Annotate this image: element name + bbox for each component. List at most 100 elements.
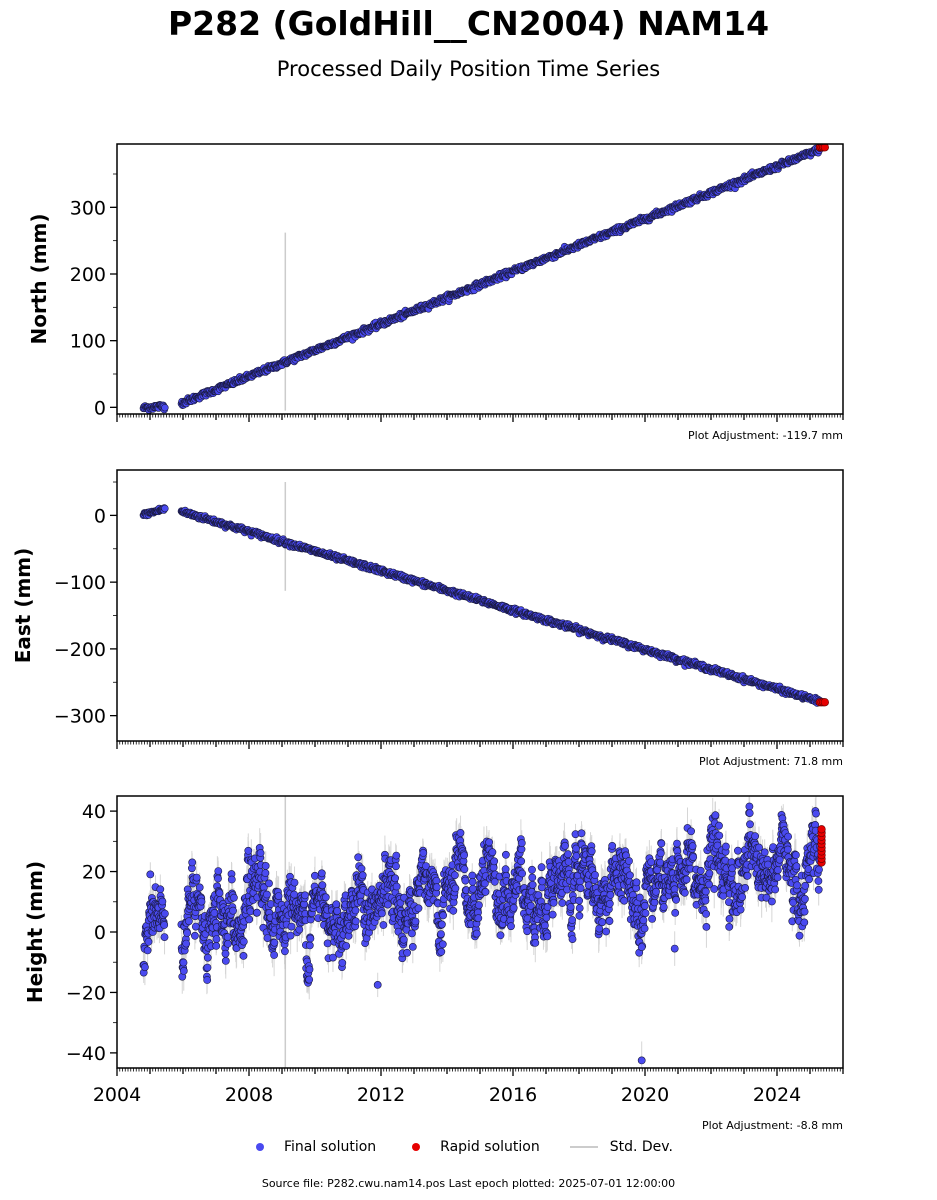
final-point: [558, 899, 567, 907]
final-point: [191, 922, 200, 931]
final-point: [575, 904, 584, 912]
panel-2: 0 −100 −200 −300 East (mm) Plot Adjustment: 7…: [11, 469, 844, 768]
final-point: [656, 849, 665, 858]
final-point: [647, 858, 656, 866]
final-point: [450, 871, 459, 880]
final-point: [229, 906, 237, 915]
y-axis-label: East (mm): [11, 548, 35, 664]
final-point: [587, 847, 596, 856]
final-point: [736, 905, 745, 914]
final-point: [485, 838, 493, 847]
final-point: [548, 910, 557, 919]
final-point: [672, 895, 680, 904]
final-point: [161, 504, 169, 513]
panel-1: 0 100 200 300 North (mm) Plot Adjustment: -11…: [27, 143, 844, 442]
final-point: [715, 821, 723, 830]
chart-title: P282 (GoldHill__CN2004) NAM14: [167, 4, 770, 43]
final-solution-points: [139, 504, 824, 707]
final-point: [481, 888, 490, 896]
final-point: [407, 929, 416, 938]
final-point: [160, 933, 169, 941]
final-point: [261, 869, 270, 877]
final-point: [490, 857, 499, 866]
y-tick-label: 0: [94, 505, 106, 527]
y-tick-label: 300: [70, 197, 106, 219]
final-point: [641, 909, 650, 917]
plot-adjustment: Plot Adjustment: 71.8 mm: [699, 755, 843, 768]
chart-subtitle: Processed Daily Position Time Series: [276, 57, 661, 81]
final-point: [310, 871, 319, 880]
final-point: [688, 842, 697, 851]
final-point: [156, 885, 165, 894]
plot-area: [139, 144, 829, 414]
final-point: [317, 869, 326, 878]
final-point: [488, 848, 497, 857]
final-point: [203, 953, 212, 962]
final-point: [734, 846, 742, 855]
final-point: [143, 946, 152, 955]
y-tick-label: −100: [54, 572, 106, 594]
final-point: [501, 850, 510, 859]
final-point: [197, 897, 206, 906]
final-point: [543, 932, 552, 941]
final-point: [564, 850, 572, 859]
final-point: [265, 879, 273, 888]
final-point: [738, 893, 746, 901]
final-point: [460, 851, 468, 860]
final-point: [456, 829, 465, 837]
final-point: [528, 865, 536, 874]
final-point: [568, 916, 577, 924]
final-point: [501, 865, 510, 874]
final-solution-points: [139, 802, 824, 1065]
final-point: [659, 903, 668, 911]
x-ticks: [116, 741, 844, 749]
final-point: [306, 934, 315, 943]
final-point: [605, 917, 614, 925]
rapid-point: [820, 698, 829, 707]
final-point: [182, 939, 191, 948]
final-point: [595, 924, 604, 933]
final-point: [605, 899, 614, 908]
final-point: [290, 878, 299, 887]
final-point: [377, 909, 386, 918]
final-point: [239, 952, 248, 960]
final-point: [270, 951, 278, 959]
final-point: [161, 404, 169, 412]
final-point: [323, 939, 332, 948]
final-point: [227, 875, 236, 884]
final-point: [687, 827, 695, 836]
final-point: [239, 937, 248, 946]
rapid-solution-points: [815, 698, 829, 707]
final-point: [682, 875, 691, 884]
x-ticks: [116, 414, 844, 422]
final-point: [146, 870, 155, 879]
final-point: [439, 911, 447, 920]
final-point: [438, 940, 447, 949]
final-point: [192, 873, 201, 882]
final-point: [602, 927, 610, 936]
final-point: [263, 934, 272, 942]
rapid-solution-points: [815, 144, 829, 152]
final-point: [449, 906, 458, 915]
final-point: [566, 903, 575, 911]
final-point: [358, 871, 367, 880]
final-point: [399, 935, 408, 944]
final-point: [575, 911, 584, 920]
final-point: [722, 842, 730, 851]
y-axis-label: North (mm): [27, 213, 51, 344]
y-tick-label: 200: [70, 264, 106, 286]
final-point: [179, 967, 188, 975]
final-point: [575, 896, 583, 905]
final-point: [696, 866, 705, 875]
final-point: [671, 909, 680, 917]
final-point: [460, 865, 469, 874]
final-point: [598, 918, 607, 927]
final-point: [746, 820, 754, 829]
final-point: [496, 931, 505, 940]
y-tick-label: −300: [54, 706, 106, 728]
final-point: [332, 900, 341, 909]
final-point: [577, 829, 586, 838]
final-point: [203, 963, 212, 972]
